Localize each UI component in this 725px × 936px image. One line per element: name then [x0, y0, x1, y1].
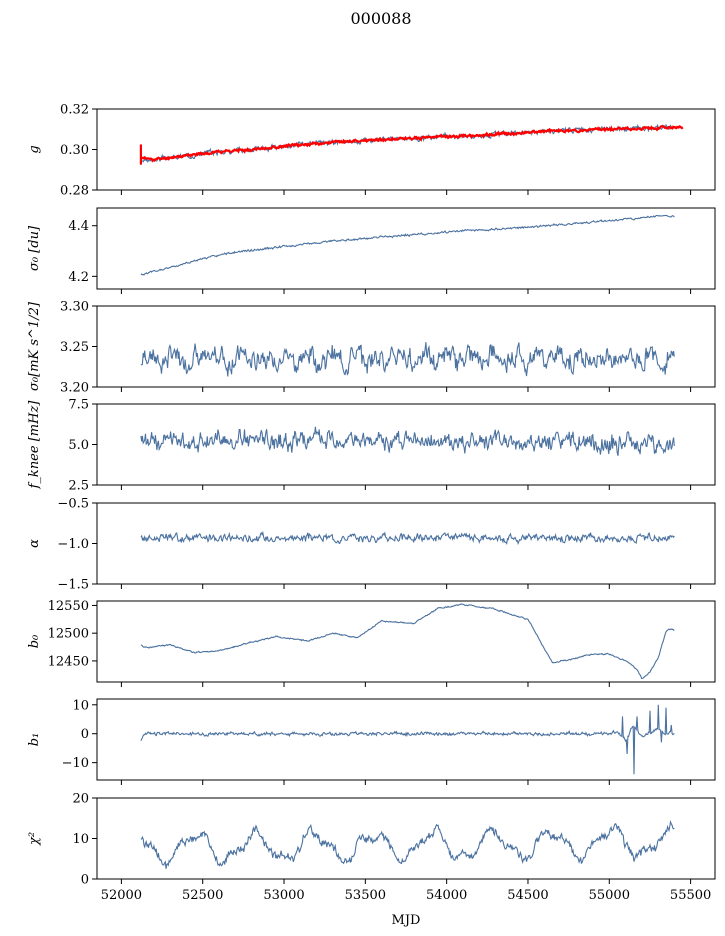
x-axis-label: MJD — [392, 913, 421, 928]
panels: 0.28 0.30 0.32 g 4.2 4.4 σ₀ [du] 3.20 3.25 3.30 σ₀… — [27, 103, 716, 903]
y-tick-label-3-1: 5.0 — [68, 438, 89, 453]
series-line-0-0 — [140, 123, 675, 163]
panel-3: 2.5 5.0 7.5 f_knee [mHz] — [27, 398, 716, 494]
y-tick-label-7-1: 10 — [72, 832, 89, 847]
y-tick-label-5-2: 12550 — [48, 599, 89, 614]
series-line-0-1 — [139, 125, 684, 163]
y-tick-label-1-1: 4.4 — [68, 219, 89, 234]
x-tick-label-2: 53000 — [263, 888, 304, 903]
y-axis-label-6: b₁ — [27, 733, 42, 747]
series-line-5-0 — [140, 603, 675, 680]
series-line-1-0 — [140, 214, 675, 276]
y-tick-label-0-1: 0.30 — [60, 143, 89, 158]
series-line-6-0 — [140, 704, 675, 775]
y-tick-label-5-1: 12500 — [48, 627, 89, 642]
panel-2: 3.20 3.25 3.30 σ₀[mK s^1/2] — [27, 300, 716, 396]
panel-1: 4.2 4.4 σ₀ [du] — [27, 207, 716, 294]
series-line-4-0 — [140, 530, 675, 546]
series-line-2-0 — [140, 342, 675, 377]
panel-frame-1 — [96, 207, 716, 290]
y-tick-label-6-2: 10 — [72, 698, 89, 713]
x-tick-label-3: 53500 — [345, 888, 386, 903]
x-tick-label-0: 52000 — [101, 888, 142, 903]
y-axis-label-2: σ₀[mK s^1/2] — [27, 301, 42, 391]
y-axis-label-0: g — [27, 145, 42, 153]
panel-frame-4 — [96, 502, 716, 585]
y-tick-label-3-2: 7.5 — [68, 398, 89, 413]
x-tick-label-5: 54500 — [507, 888, 548, 903]
y-axis-label-5: b₀ — [27, 634, 42, 648]
y-tick-label-2-2: 3.30 — [60, 300, 89, 315]
x-tick-label-4: 54000 — [426, 888, 467, 903]
panel-frame-5 — [96, 600, 716, 683]
series-line-3-0 — [140, 426, 675, 456]
y-tick-label-3-0: 2.5 — [68, 479, 89, 494]
panel-frame-0 — [96, 108, 716, 191]
panel-6: −10 0 10 b₁ — [27, 698, 716, 785]
y-axis-label-7: χ² — [27, 832, 42, 846]
series-line-7-0 — [140, 819, 675, 869]
panel-7: 0 10 20 52000 52500 53000 53500 54000 54500 55000… — [27, 792, 716, 903]
panel-0: 0.28 0.30 0.32 g — [27, 103, 716, 199]
x-tick-label-7: 55500 — [670, 888, 711, 903]
panel-frame-2 — [96, 305, 716, 388]
y-tick-label-2-0: 3.20 — [60, 381, 89, 396]
y-tick-label-1-0: 4.2 — [68, 270, 89, 285]
panel-5: 12450 12500 12550 b₀ — [27, 599, 716, 687]
y-axis-label-1: σ₀ [du] — [27, 225, 42, 271]
y-tick-label-6-0: −10 — [62, 756, 89, 771]
panel-4: −1.5 −1.0 −0.5 α — [27, 497, 716, 593]
y-tick-label-5-0: 12450 — [48, 654, 89, 669]
y-tick-label-4-1: −1.0 — [57, 537, 89, 552]
x-tick-label-1: 52500 — [182, 888, 223, 903]
y-tick-label-4-0: −1.5 — [57, 578, 89, 593]
y-tick-label-2-1: 3.25 — [60, 340, 89, 355]
y-tick-label-7-2: 20 — [72, 792, 89, 807]
y-tick-label-7-0: 0 — [81, 873, 89, 888]
x-tick-label-6: 55000 — [589, 888, 630, 903]
y-axis-label-4: α — [27, 539, 42, 548]
y-tick-label-0-2: 0.32 — [60, 103, 89, 118]
y-tick-label-4-2: −0.5 — [57, 497, 89, 512]
y-axis-label-3: f_knee [mHz] — [27, 400, 42, 490]
figure-title: 000088 — [350, 9, 411, 28]
panel-frame-6 — [96, 698, 716, 781]
y-tick-label-6-1: 0 — [81, 727, 89, 742]
y-tick-label-0-0: 0.28 — [60, 184, 89, 199]
